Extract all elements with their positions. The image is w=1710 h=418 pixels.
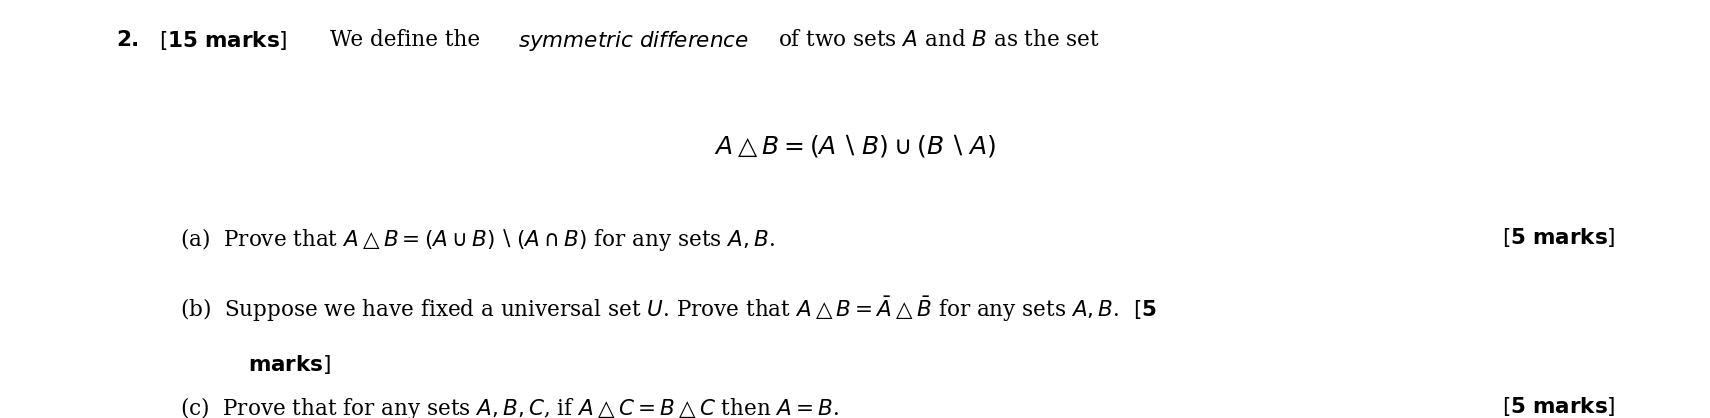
Text: $[\mathbf{5\ marks}]$: $[\mathbf{5\ marks}]$ bbox=[1503, 226, 1616, 249]
Text: (b)  Suppose we have fixed a universal set $U$. Prove that $A\triangle B = \bar{: (b) Suppose we have fixed a universal se… bbox=[180, 295, 1156, 324]
Text: $\mathbf{marks}]$: $\mathbf{marks}]$ bbox=[248, 353, 332, 376]
Text: $[\mathbf{5\ marks}]$: $[\mathbf{5\ marks}]$ bbox=[1503, 395, 1616, 418]
Text: of two sets $A$ and $B$ as the set: of two sets $A$ and $B$ as the set bbox=[778, 29, 1100, 51]
Text: (c)  Prove that for any sets $A, B, C$, if $A\triangle C = B\triangle C$ then $A: (c) Prove that for any sets $A, B, C$, i… bbox=[180, 395, 840, 418]
Text: $\mathbf{2.}$: $\mathbf{2.}$ bbox=[116, 29, 139, 51]
Text: $\it{symmetric\ difference}$: $\it{symmetric\ difference}$ bbox=[518, 29, 749, 53]
Text: (a)  Prove that $A\triangle B = (A \cup B) \setminus (A \cap B)$ for any sets $A: (a) Prove that $A\triangle B = (A \cup B… bbox=[180, 226, 775, 253]
Text: $[\mathbf{15\ marks}]$: $[\mathbf{15\ marks}]$ bbox=[159, 29, 287, 52]
Text: $A\triangle B = (A \setminus B) \cup (B \setminus A)$: $A\triangle B = (A \setminus B) \cup (B … bbox=[715, 132, 995, 159]
Text: We define the: We define the bbox=[330, 29, 481, 51]
